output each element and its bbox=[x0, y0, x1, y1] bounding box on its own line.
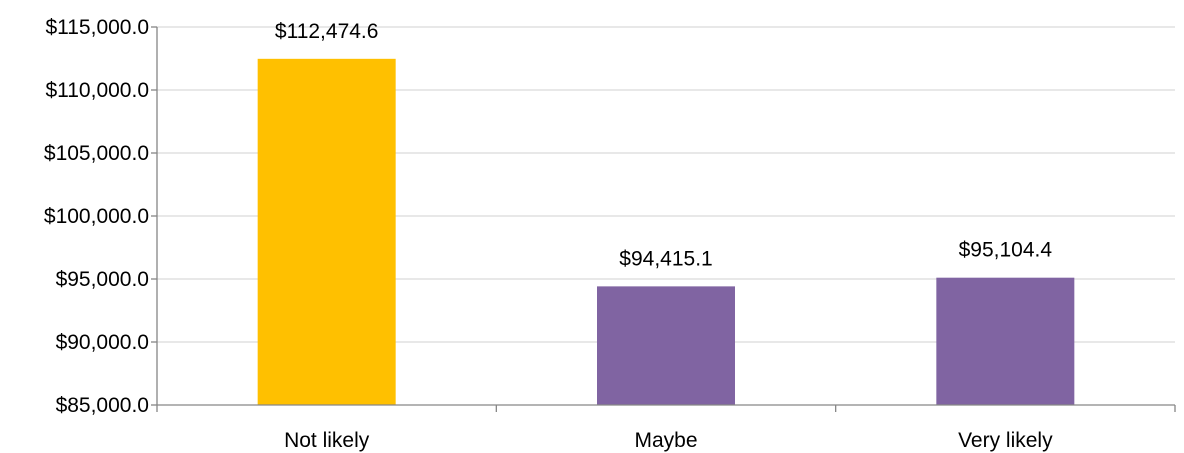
data-label: $94,415.1 bbox=[619, 247, 712, 270]
y-tick-labels: $85,000.0 $90,000.0 $95,000.0 $100,000.0 $10… bbox=[44, 16, 149, 417]
bar-not-likely bbox=[257, 58, 396, 406]
axes bbox=[151, 26, 1176, 412]
bar-very-likely bbox=[936, 277, 1075, 405]
y-tick-label: $115,000.0 bbox=[45, 16, 149, 39]
y-tick-label: $100,000.0 bbox=[44, 205, 149, 228]
data-label: $95,104.4 bbox=[959, 239, 1053, 262]
y-tick-label: $105,000.0 bbox=[44, 142, 149, 165]
y-tick-label: $85,000.0 bbox=[56, 394, 149, 417]
data-label: $112,474.6 bbox=[275, 20, 379, 43]
data-labels: $112,474.6 $94,415.1 $95,104.4 bbox=[275, 20, 1052, 271]
x-tick-label: Very likely bbox=[958, 429, 1053, 452]
y-tick-label: $90,000.0 bbox=[56, 331, 149, 354]
x-tick-labels: Not likely Maybe Very likely bbox=[284, 429, 1053, 452]
bars bbox=[257, 58, 1075, 406]
x-tick-label: Not likely bbox=[284, 429, 370, 452]
bar-maybe bbox=[597, 286, 735, 405]
y-tick-label: $110,000.0 bbox=[45, 79, 149, 102]
y-tick-label: $95,000.0 bbox=[56, 268, 149, 291]
x-tick-label: Maybe bbox=[634, 429, 697, 452]
